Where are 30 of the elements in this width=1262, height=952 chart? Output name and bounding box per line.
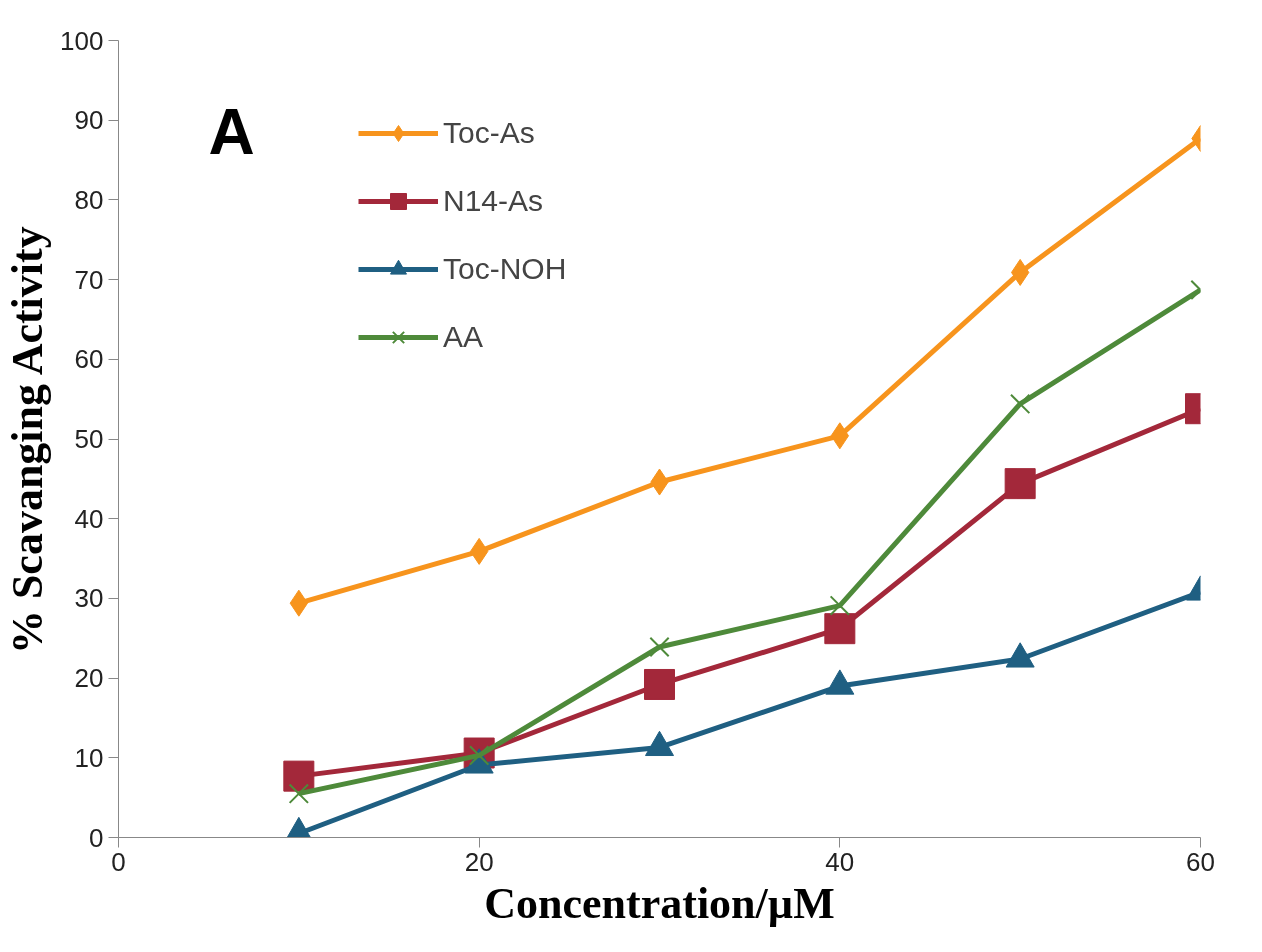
y-tick-label: 20 bbox=[74, 663, 104, 694]
x-tick-label: 40 bbox=[825, 846, 855, 877]
y-tick-label: 90 bbox=[74, 105, 104, 136]
legend-label: Toc-NOH bbox=[443, 252, 567, 286]
y-tick-label: 10 bbox=[74, 742, 104, 773]
point bbox=[829, 595, 851, 616]
point bbox=[1004, 468, 1036, 500]
point bbox=[288, 783, 310, 804]
y-tick-label: 100 bbox=[60, 25, 104, 56]
y-tick-label: 30 bbox=[74, 583, 104, 614]
point bbox=[1009, 393, 1031, 415]
x-tick-label: 60 bbox=[1186, 846, 1215, 877]
legend-label: Toc-As bbox=[443, 116, 535, 150]
point bbox=[649, 636, 670, 658]
y-tick-label: 60 bbox=[74, 344, 104, 375]
legend-label: N14-As bbox=[443, 184, 544, 218]
x-axis-title: Concentration/µM bbox=[484, 878, 835, 928]
x-tick-label: 0 bbox=[111, 846, 126, 877]
point bbox=[824, 613, 856, 645]
x-tick-label: 20 bbox=[464, 846, 494, 877]
y-axis-title: % Scavanging Activity bbox=[3, 226, 53, 655]
y-tick-label: 0 bbox=[89, 822, 104, 853]
point bbox=[644, 668, 675, 700]
y-tick-label: 80 bbox=[74, 184, 104, 215]
text: A bbox=[208, 95, 255, 168]
y-tick-label: 50 bbox=[74, 424, 104, 454]
y-tick-label: 40 bbox=[74, 503, 104, 534]
y-tick-label: 70 bbox=[74, 264, 104, 295]
point bbox=[283, 760, 315, 792]
legend-label: AA bbox=[443, 320, 484, 354]
